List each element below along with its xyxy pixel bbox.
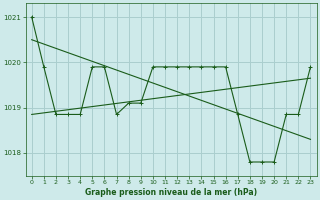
- X-axis label: Graphe pression niveau de la mer (hPa): Graphe pression niveau de la mer (hPa): [85, 188, 257, 197]
